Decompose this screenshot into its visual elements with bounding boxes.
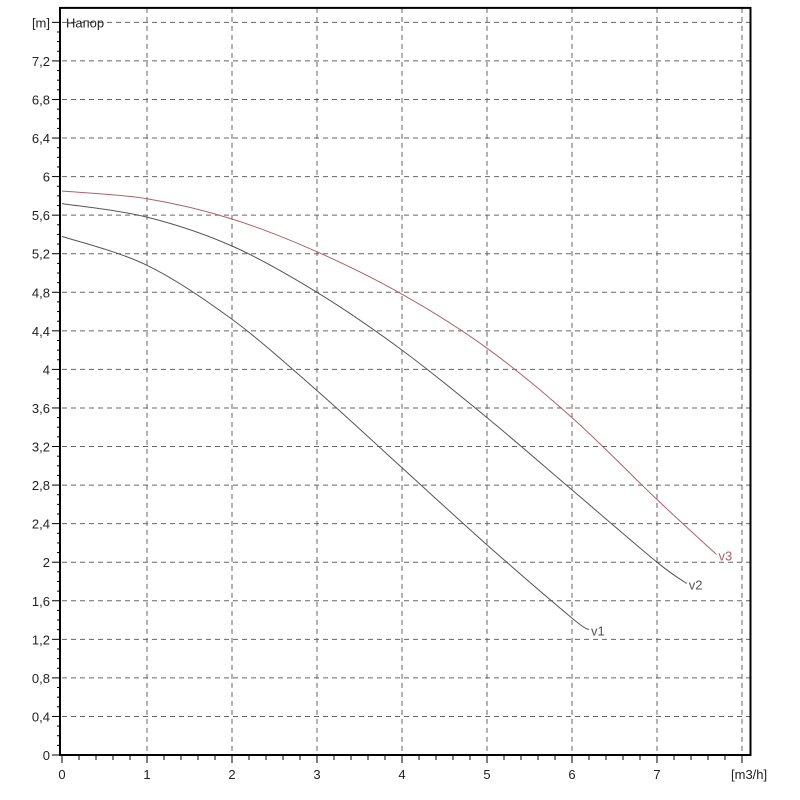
- x-tick-label: 7: [653, 767, 660, 782]
- series-label-v1: v1: [591, 624, 605, 639]
- x-tick-label: 4: [398, 767, 405, 782]
- x-tick-label: 2: [228, 767, 235, 782]
- x-axis-label: [m3/h]: [731, 767, 767, 782]
- y-tick-label: 3,2: [32, 440, 50, 455]
- y-tick-label: 0: [43, 748, 50, 763]
- x-tick-label: 0: [58, 767, 65, 782]
- grid: [62, 7, 751, 755]
- y-tick-label: 1,2: [32, 632, 50, 647]
- series-line-v2: [61, 203, 688, 584]
- x-tick-label: 3: [313, 767, 320, 782]
- y-tick-label: 6,4: [32, 131, 50, 146]
- y-axis-label: [m]: [32, 15, 50, 30]
- x-tick-label: 6: [568, 767, 575, 782]
- y-tick-label: 1,6: [32, 594, 50, 609]
- y-tick-label: 0,8: [32, 671, 50, 686]
- series-label-v3: v3: [719, 548, 733, 563]
- x-tick-label: 5: [483, 767, 490, 782]
- y-tick-label: 5,6: [32, 208, 50, 223]
- y-tick-label: 5,2: [32, 247, 50, 262]
- series-line-v3: [61, 190, 717, 555]
- y-tick-label: 6: [43, 170, 50, 185]
- plot-frame: [59, 6, 752, 756]
- series-line-v1: [61, 235, 590, 631]
- y-tick-label: 7,2: [32, 54, 50, 69]
- series-lines: v1 v2 v3: [61, 190, 733, 639]
- y-tick-label: 2,4: [32, 517, 50, 532]
- y-tick-label: 4,8: [32, 285, 50, 300]
- y-tick-label: 4: [43, 362, 50, 377]
- y-tick-label: 0,4: [32, 709, 50, 724]
- series-label-v2: v2: [689, 577, 703, 592]
- chart-title: Напор: [66, 15, 104, 30]
- y-tick-label: 4,4: [32, 324, 50, 339]
- x-tick-label: 1: [143, 767, 150, 782]
- y-tick-label: 2: [43, 555, 50, 570]
- y-tick-label: 2,8: [32, 478, 50, 493]
- axis-ticks: 0 0,4 0,8 1,2 1,6 2 2,4 2,8 3,2 3,6 4 4,4 4,8 5,2 5,6 6…: [32, 21, 743, 782]
- y-tick-label: 3,6: [32, 401, 50, 416]
- y-tick-label: 6,8: [32, 92, 50, 107]
